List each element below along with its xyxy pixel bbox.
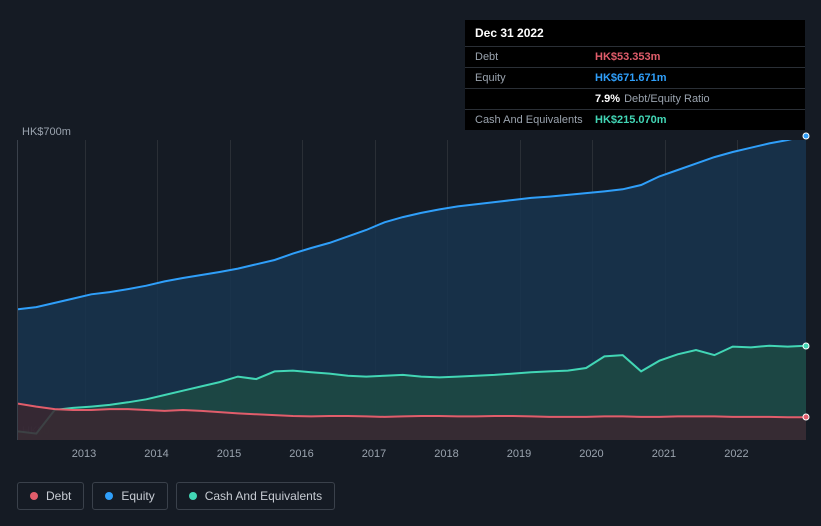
tooltip-row-value: HK$215.070m <box>595 114 667 126</box>
legend-dot <box>189 492 197 500</box>
x-axis-tick: 2018 <box>434 448 458 460</box>
tooltip-row: Cash And EquivalentsHK$215.070m <box>465 109 805 130</box>
legend-item-cash-and-equivalents[interactable]: Cash And Equivalents <box>176 482 335 510</box>
chart-plot-area[interactable] <box>17 140 805 440</box>
tooltip-row-label: Debt <box>475 51 595 63</box>
tooltip-row-value: HK$53.353m <box>595 51 660 63</box>
x-axis-tick: 2022 <box>724 448 748 460</box>
tooltip-row-label <box>475 93 595 105</box>
x-axis-tick: 2019 <box>507 448 531 460</box>
legend-item-debt[interactable]: Debt <box>17 482 84 510</box>
legend: Debt Equity Cash And Equivalents <box>17 482 335 510</box>
tooltip-row-suffix: Debt/Equity Ratio <box>624 93 710 105</box>
x-axis-tick: 2013 <box>72 448 96 460</box>
x-axis-tick: 2021 <box>652 448 676 460</box>
tooltip-row-value: HK$671.671m <box>595 72 667 84</box>
y-axis-max-label: HK$700m <box>22 126 71 138</box>
equity-marker <box>803 132 810 139</box>
legend-item-equity[interactable]: Equity <box>92 482 167 510</box>
legend-label: Debt <box>46 489 71 503</box>
x-axis-tick: 2015 <box>217 448 241 460</box>
legend-dot <box>105 492 113 500</box>
cash-marker <box>803 342 810 349</box>
legend-label: Equity <box>121 489 154 503</box>
tooltip-row: EquityHK$671.671m <box>465 67 805 88</box>
tooltip-row-label: Cash And Equivalents <box>475 114 595 126</box>
tooltip-row-label: Equity <box>475 72 595 84</box>
tooltip-row: 7.9%Debt/Equity Ratio <box>465 88 805 109</box>
legend-dot <box>30 492 38 500</box>
x-axis-tick: 2017 <box>362 448 386 460</box>
tooltip-date: Dec 31 2022 <box>465 20 805 46</box>
debt-marker <box>803 414 810 421</box>
chart-tooltip: Dec 31 2022 DebtHK$53.353mEquityHK$671.6… <box>465 20 805 130</box>
tooltip-row-value: 7.9%Debt/Equity Ratio <box>595 93 710 105</box>
legend-label: Cash And Equivalents <box>205 489 322 503</box>
x-axis-tick: 2016 <box>289 448 313 460</box>
x-axis-tick: 2020 <box>579 448 603 460</box>
tooltip-row: DebtHK$53.353m <box>465 46 805 67</box>
x-axis: 2013 2014 2015 2016 2017 2018 2019 2020 2021 2022 <box>17 448 805 468</box>
x-axis-tick: 2014 <box>144 448 168 460</box>
